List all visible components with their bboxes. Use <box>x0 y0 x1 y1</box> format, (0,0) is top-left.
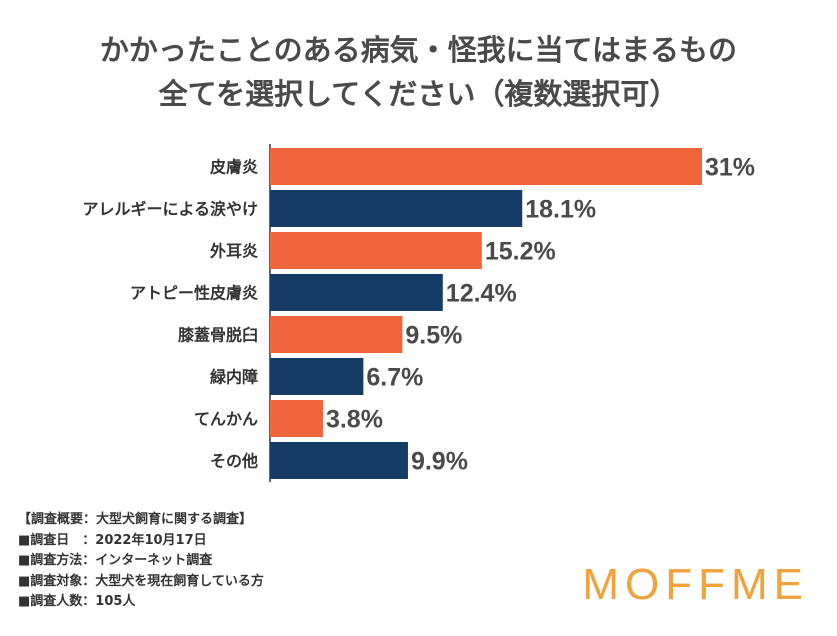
bar-chart: 皮膚炎 31% アレルギーによる涙やけ 18.1% 外耳炎 15.2% アトピー性皮膚炎 12… <box>82 144 755 482</box>
value-label-1: 31% <box>705 154 755 182</box>
category-label-5: 膝蓋骨脱臼 <box>178 326 258 345</box>
survey-note-5: ■調査人数：105人 <box>18 594 136 609</box>
bar-3 <box>270 232 482 269</box>
value-label-6: 6.7% <box>366 364 423 392</box>
category-label-2: アレルギーによる涙やけ <box>82 200 258 219</box>
bar-1 <box>270 148 702 185</box>
bar-6 <box>270 358 364 395</box>
survey-note-3: ■調査方法：インターネット調査 <box>18 553 213 568</box>
category-label-3: 外耳炎 <box>209 242 258 261</box>
bar-2 <box>270 190 523 227</box>
bar-7 <box>270 400 323 437</box>
survey-note-1: 【調査概要：大型犬飼育に関する調査】 <box>18 512 253 527</box>
moffme-logo: MOFFME <box>582 560 809 609</box>
value-label-8: 9.9% <box>411 448 468 476</box>
category-label-1: 皮膚炎 <box>209 158 258 177</box>
value-label-3: 15.2% <box>485 238 556 266</box>
category-label-7: てんかん <box>194 410 258 429</box>
survey-note-4: ■調査対象：大型犬を現在飼育している方 <box>18 573 264 589</box>
value-label-7: 3.8% <box>326 406 383 434</box>
value-label-5: 9.5% <box>405 322 462 350</box>
survey-note-2: ■調査日 ：2022年10月17日 <box>18 532 207 548</box>
bar-8 <box>270 442 408 479</box>
title-line-2: 全てを選択してください（複数選択可） <box>158 77 679 111</box>
category-label-6: 緑内障 <box>210 368 258 387</box>
value-label-4: 12.4% <box>446 280 517 308</box>
value-label-2: 18.1% <box>525 196 596 224</box>
survey-notes: 【調査概要：大型犬飼育に関する調査】 ■調査日 ：2022年10月17日 ■調査… <box>18 510 264 613</box>
category-label-8: その他 <box>210 452 258 471</box>
bar-4 <box>270 274 443 311</box>
title-line-1: かかったことのある病気・怪我に当てはまるもの <box>99 33 738 67</box>
bar-5 <box>270 316 403 353</box>
chart-title: かかったことのある病気・怪我に当てはまるもの 全てを選択してください（複数選択可… <box>0 28 837 116</box>
category-label-4: アトピー性皮膚炎 <box>130 284 258 303</box>
